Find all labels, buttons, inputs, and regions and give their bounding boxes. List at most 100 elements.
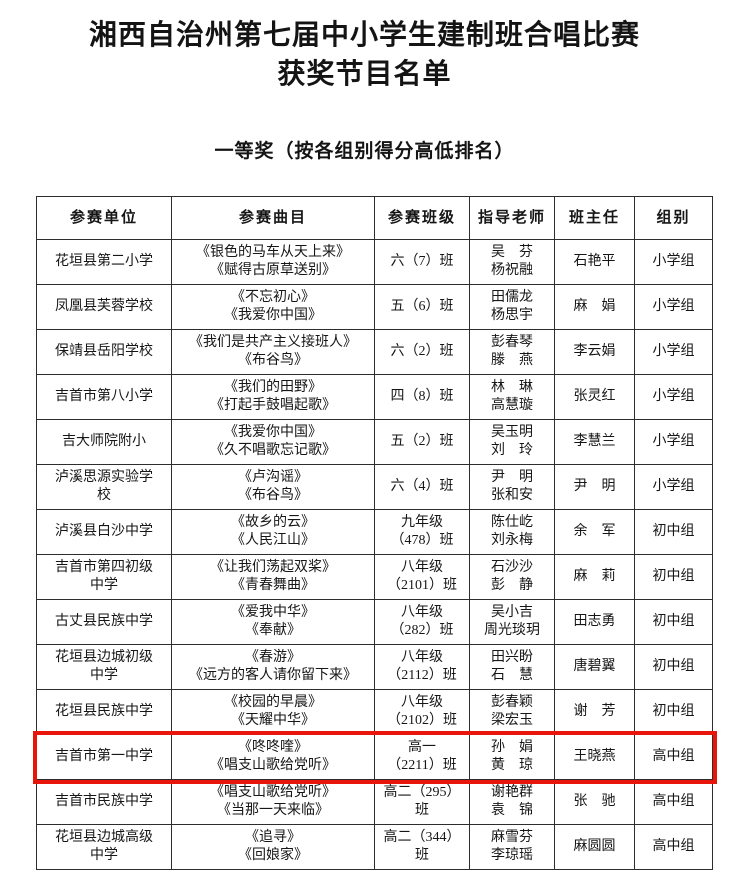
table-row: 凤凰县芙蓉学校 《不忘初心》 《我爱你中国》 五（6）班 田儒龙 杨思宇 麻 娟 小学组	[36, 284, 713, 330]
cell-line: 《人民江山》	[231, 533, 315, 548]
cell-line: 张 驰	[573, 794, 616, 809]
teachers-cell-text: 彭春琴滕 燕	[473, 334, 551, 370]
cell-line: 《爱我中华》	[231, 605, 315, 620]
songs-cell-text: 《银色的马车从天上来》 《赋得古原草送别》	[175, 244, 371, 280]
group-cell: 高中组	[634, 824, 713, 870]
class-cell: 九年级 （478）班	[374, 509, 470, 555]
cell-line: 八年级	[401, 605, 443, 620]
songs-cell-text: 《春游》 《远方的客人请你留下来》	[175, 649, 371, 685]
head-teacher-cell: 石艳平	[554, 239, 635, 285]
songs-cell-text: 《我爱你中国》 《久不唱歌忘记歌》	[175, 424, 371, 460]
teachers-cell-text: 彭春颖 梁宏玉	[473, 694, 551, 730]
head-teacher-cell-text: 王晓燕	[558, 748, 631, 766]
songs-cell-text: 《我们是共产主义接班人》 《布谷鸟》	[175, 334, 371, 370]
cell-line: 余 军	[573, 524, 616, 539]
songs-cell: 《卢沟谣》 《布谷鸟》	[171, 464, 375, 510]
cell-line: 高二（344）	[383, 830, 461, 845]
teachers-cell: 孙 娟黄 琼	[469, 734, 555, 780]
cell-line: 高中组	[652, 749, 695, 764]
group-cell: 初中组	[634, 554, 713, 600]
cell-line: 班	[415, 803, 429, 818]
head-teacher-cell-text: 李云娟	[558, 343, 631, 361]
group-cell: 小学组	[634, 284, 713, 330]
page-title-line1: 湘西自治州第七届中小学生建制班合唱比赛	[88, 20, 640, 51]
cell-line: （2102）班	[387, 713, 457, 728]
teachers-cell: 彭春琴滕 燕	[469, 329, 555, 375]
cell-line: 滕 燕	[491, 353, 533, 368]
table-row: 花垣县第二小学 《银色的马车从天上来》 《赋得古原草送别》 六（7）班 吴 芬杨祝融 石艳…	[36, 239, 713, 285]
class-cell: 四（8）班	[374, 374, 470, 420]
songs-cell-text: 《爱我中华》 《奉献》	[175, 604, 371, 640]
class-cell-text: 六（7）班	[378, 253, 466, 271]
cell-line: 《布谷鸟》	[238, 488, 308, 503]
cell-line: 彭春颖	[491, 695, 533, 710]
teachers-cell-text: 尹 明张和安	[473, 469, 551, 505]
head-teacher-cell-text: 麻 娟	[558, 298, 631, 316]
unit-cell: 吉首市民族中学	[36, 779, 172, 825]
cell-line: 《银色的马车从天上来》	[196, 245, 350, 260]
unit-cell: 吉首市第一中学	[36, 734, 172, 780]
head-teacher-cell-text: 张灵红	[558, 388, 631, 406]
cell-line: 《久不唱歌忘记歌》	[210, 443, 336, 458]
cell-line: 六（4）班	[390, 479, 454, 494]
cell-line: 四（8）班	[390, 389, 454, 404]
unit-cell: 保靖县岳阳学校	[36, 329, 172, 375]
teachers-cell-text: 吴小吉 周光琰玥	[473, 604, 551, 640]
table-row: 吉首市民族中学 《唱支山歌给党听》 《当那一天来临》 高二（295）班谢艳群袁 锦张 …	[36, 779, 713, 825]
cell-line: 小学组	[652, 434, 695, 449]
cell-line: 花垣县边城高级中学	[55, 830, 153, 863]
unit-cell-text: 花垣县第二小学	[50, 253, 159, 271]
unit-cell-text: 泸溪县白沙中学	[50, 523, 159, 541]
class-cell: 八年级 （2101）班	[374, 554, 470, 600]
head-teacher-cell-text: 石艳平	[558, 253, 631, 271]
unit-cell-text: 花垣县边城高级中学	[50, 829, 159, 865]
cell-line: 田兴盼	[491, 650, 533, 665]
cell-line: 花垣县第二小学	[55, 254, 153, 269]
class-cell-text: 八年级 （2102）班	[378, 694, 466, 730]
songs-cell-text: 《咚咚喹》 《唱支山歌给党听》	[175, 739, 371, 775]
header-unit: 参赛单位	[36, 196, 172, 240]
unit-cell: 吉大师院附小	[36, 419, 172, 465]
teachers-cell-text: 吴玉明刘 玲	[473, 424, 551, 460]
cell-line: 初中组	[652, 659, 695, 674]
teachers-cell: 谢艳群袁 锦	[469, 779, 555, 825]
class-cell-text: 八年级 （2112）班	[378, 649, 466, 685]
cell-line: 高中组	[652, 839, 695, 854]
cell-line: 高一	[408, 740, 436, 755]
cell-line: 《赋得古原草送别》	[210, 263, 336, 278]
unit-cell-text: 凤凰县芙蓉学校	[50, 298, 159, 316]
table-row: 泸溪思源实验学校 《卢沟谣》 《布谷鸟》 六（4）班尹 明张和安尹 明小学组	[36, 464, 713, 510]
cell-line: 尹 明	[573, 479, 616, 494]
teachers-cell: 麻雪芬 李琼瑶	[469, 824, 555, 870]
cell-line: 六（7）班	[390, 254, 454, 269]
class-cell-text: 八年级 （2101）班	[378, 559, 466, 595]
cell-line: 《我们是共产主义接班人》	[189, 335, 357, 350]
group-cell: 初中组	[634, 599, 713, 645]
unit-cell: 泸溪县白沙中学	[36, 509, 172, 555]
group-cell-text: 小学组	[638, 388, 709, 406]
cell-line: 吴玉明	[491, 425, 533, 440]
head-teacher-cell: 尹 明	[554, 464, 635, 510]
unit-cell-text: 吉首市民族中学	[50, 793, 159, 811]
teachers-cell: 田兴盼石 慧	[469, 644, 555, 690]
cell-line: 初中组	[652, 614, 695, 629]
unit-cell-text: 吉首市第八小学	[50, 388, 159, 406]
head-teacher-cell: 张灵红	[554, 374, 635, 420]
cell-line: 谢 芳	[573, 704, 616, 719]
cell-line: 谢艳群	[491, 785, 533, 800]
teachers-cell: 尹 明张和安	[469, 464, 555, 510]
cell-line: 《我爱你中国》	[224, 425, 322, 440]
unit-cell-text: 花垣县民族中学	[50, 703, 159, 721]
cell-line: 《让我们荡起双桨》	[210, 560, 336, 575]
unit-cell: 吉首市第八小学	[36, 374, 172, 420]
cell-line: 班	[415, 848, 429, 863]
teachers-cell: 吴玉明刘 玲	[469, 419, 555, 465]
cell-line: 《远方的客人请你留下来》	[189, 668, 357, 683]
cell-line: 小学组	[652, 389, 695, 404]
class-cell-text: 高二（344） 班	[378, 829, 466, 865]
head-teacher-cell-text: 谢 芳	[558, 703, 631, 721]
head-teacher-cell-text: 尹 明	[558, 478, 631, 496]
songs-cell-text: 《我们的田野》 《打起手鼓唱起歌》	[175, 379, 371, 415]
head-teacher-cell-text: 张 驰	[558, 793, 631, 811]
